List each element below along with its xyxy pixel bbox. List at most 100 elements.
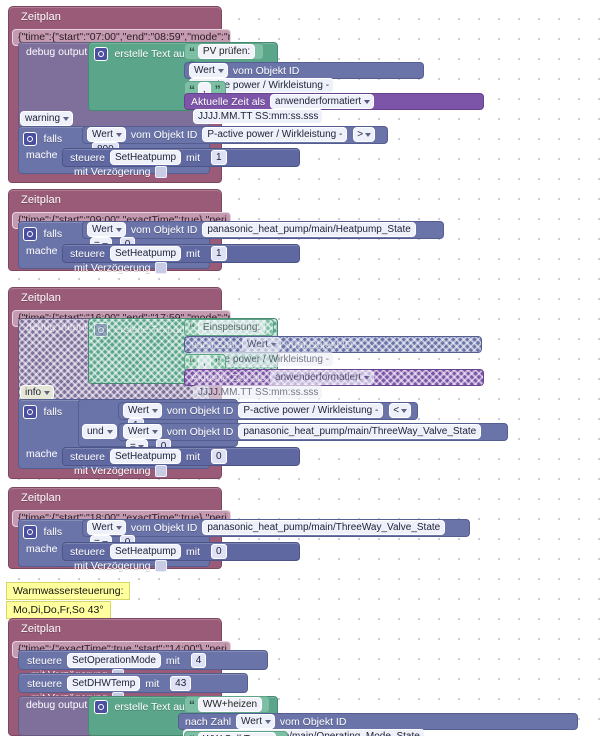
value-mode-dropdown-3[interactable]: Wert [242, 337, 281, 352]
action-value-4[interactable]: 0 [210, 544, 227, 559]
condition-object-id-4[interactable]: panasonic_heat_pump/main/ThreeWay_Valve_… [202, 520, 446, 535]
action-delay-label-4: mit Verzögerung [74, 560, 151, 573]
do-label-2: mache [26, 245, 58, 257]
debug-output-label-1: debug output [26, 46, 88, 58]
to-number-block-5[interactable]: nach Zahl Wert vom Objekt ID panasonic_h… [178, 713, 578, 736]
action-target-2[interactable]: SetHeatpump [109, 246, 182, 261]
action-value-5b[interactable]: 43 [170, 676, 192, 691]
gear-icon[interactable] [23, 131, 37, 146]
condition-operator-1[interactable]: > [353, 127, 376, 142]
condition-object-id-2[interactable]: panasonic_heat_pump/main/Heatpump_State [202, 222, 416, 237]
condition-mode-dropdown-3b[interactable]: Wert [123, 424, 162, 439]
action-target-4[interactable]: SetHeatpump [109, 544, 182, 559]
control-action-block-3[interactable]: steuere SetHeatpump mit 0 mit Verzögerun… [62, 447, 300, 478]
gear-icon[interactable] [23, 524, 37, 539]
control-action-block-4[interactable]: steuere SetHeatpump mit 0 mit Verzögerun… [62, 542, 300, 573]
action-target-5b[interactable]: SetDHWTemp [66, 676, 141, 691]
schedule-title: Zeitplan [21, 623, 61, 635]
checkbox-icon[interactable] [155, 166, 168, 179]
from-object-label-3: vom Objekt ID [285, 338, 353, 351]
current-time-block-3[interactable]: Aktuelle Zeit als anwenderformatiert JJJ… [184, 369, 484, 400]
current-time-label-3: Aktuelle Zeit als [191, 371, 266, 384]
action-target-5a[interactable]: SetOperationMode [66, 653, 161, 668]
schedule-title: Zeitplan [21, 194, 61, 206]
debug-severity-dropdown-1[interactable]: warning [20, 110, 74, 128]
create-text-header-3: erstelle Text aus [94, 321, 192, 339]
condition-prefix-3a: vom Objekt ID [166, 404, 234, 417]
comment-line-1[interactable]: Warmwassersteuerung: [6, 582, 131, 600]
logic-operator-3[interactable]: und [82, 423, 117, 441]
condition-mode-dropdown-1[interactable]: Wert [87, 127, 126, 142]
action-target-1[interactable]: SetHeatpump [109, 150, 182, 165]
to-number-label-3: nach Zahl [191, 338, 238, 351]
action-verb-5a: steuere [27, 654, 63, 667]
condition-prefix-3b: vom Objekt ID [166, 425, 234, 438]
to-number-label-5: nach Zahl [185, 715, 232, 728]
action-value-2[interactable]: 1 [210, 246, 227, 261]
string-block-einspeisung[interactable]: “ Einspeisung: ” [184, 319, 274, 349]
object-id-field-5[interactable]: panasonic_heat_pump/main/Operating_Mode_… [183, 729, 425, 736]
action-with-5b: mit [145, 677, 160, 690]
debug-output-label-3: debug output [26, 321, 88, 333]
quote-open-icon: “ [189, 82, 195, 97]
if-header-1: falls [23, 130, 64, 148]
string-block-ww-soll-temp[interactable]: “ WW Soll Temp: ” [184, 731, 288, 736]
string-block-ww-heizen[interactable]: “ WW+heizen ” [184, 696, 270, 726]
to-number-block-3[interactable]: nach Zahl Wert vom Objekt ID P-active po… [184, 336, 482, 367]
time-format-field-3[interactable]: JJJJ.MM.TT SS:mm:ss.sss [193, 385, 324, 400]
time-format-mode-dropdown-3[interactable]: anwenderformatiert [270, 370, 375, 385]
condition-block-2[interactable]: Wert vom Objekt ID panasonic_heat_pump/m… [82, 221, 444, 252]
if-label-4: falls [43, 525, 63, 538]
control-action-block-5b[interactable]: steuere SetDHWTemp mit 43 mit Verzögerun… [18, 673, 248, 705]
string-block-comma-3[interactable]: “ , ” [184, 354, 226, 371]
value-mode-dropdown-5[interactable]: Wert [236, 714, 275, 729]
checkbox-icon[interactable] [155, 560, 168, 573]
action-value-3[interactable]: 0 [210, 449, 227, 464]
condition-block-3b[interactable]: Wert vom Objekt ID panasonic_heat_pump/m… [118, 423, 508, 454]
condition-object-id-1[interactable]: P-active power / Wirkleistung - [202, 127, 348, 142]
condition-mode-dropdown-3a[interactable]: Wert [123, 403, 162, 418]
condition-object-id-3b[interactable]: panasonic_heat_pump/main/ThreeWay_Valve_… [238, 424, 482, 439]
action-value-5a[interactable]: 4 [190, 653, 207, 668]
string-value-ww-soll-temp[interactable]: WW Soll Temp: [197, 732, 277, 736]
action-value-1[interactable]: 1 [210, 150, 227, 165]
string-block-pv[interactable]: “ PV prüfen: ” [184, 43, 264, 73]
control-action-block-2[interactable]: steuere SetHeatpump mit 1 mit Verzögerun… [62, 244, 300, 275]
string-value-ww-heizen[interactable]: WW+heizen [197, 697, 263, 712]
comment-line-2[interactable]: Mo,Di,Do,Fr,So 43° [6, 601, 111, 619]
action-target-3[interactable]: SetHeatpump [109, 449, 182, 464]
string-value-pv[interactable]: PV prüfen: [197, 44, 256, 59]
create-text-header-1: erstelle Text aus [94, 45, 192, 63]
gear-icon[interactable] [94, 46, 108, 61]
create-text-label-5: erstelle Text aus [114, 700, 191, 713]
condition-block-4[interactable]: Wert vom Objekt ID panasonic_heat_pump/m… [82, 519, 470, 550]
action-with-2: mit [186, 247, 201, 260]
string-value-einspeisung[interactable]: Einspeisung: [197, 320, 266, 335]
condition-block-3a[interactable]: Wert vom Objekt ID P-active power / Wirk… [118, 402, 418, 433]
gear-icon[interactable] [94, 699, 108, 714]
action-verb-2: steuere [70, 247, 106, 260]
get-object-value-block-1[interactable]: Wert vom Objekt ID P-active power / Wirk… [184, 62, 424, 93]
current-time-block-1[interactable]: Aktuelle Zeit als anwenderformatiert JJJ… [184, 93, 484, 124]
control-action-block-5a[interactable]: steuere SetOperationMode mit 4 mit Verzö… [18, 650, 268, 682]
gear-icon[interactable] [23, 226, 37, 241]
time-format-mode-dropdown-1[interactable]: anwenderformatiert [270, 94, 375, 109]
condition-mode-dropdown-4[interactable]: Wert [87, 520, 126, 535]
gear-icon[interactable] [23, 404, 37, 419]
action-with-5a: mit [165, 654, 180, 667]
string-value-comma-3[interactable]: , [197, 355, 211, 370]
value-mode-dropdown-1[interactable]: Wert [189, 63, 228, 78]
condition-object-id-3a[interactable]: P-active power / Wirkleistung - [238, 403, 384, 418]
control-action-block-1[interactable]: steuere SetHeatpump mit 1 mit Verzögerun… [62, 148, 300, 179]
time-format-field-1[interactable]: JJJJ.MM.TT SS:mm:ss.sss [193, 109, 324, 124]
condition-block-1[interactable]: Wert vom Objekt ID P-active power / Wirk… [82, 126, 388, 157]
quote-close-icon: ” [214, 82, 221, 97]
gear-icon[interactable] [94, 322, 108, 337]
checkbox-icon[interactable] [155, 262, 168, 275]
action-verb-3: steuere [70, 450, 106, 463]
quote-open-icon: “ [189, 320, 195, 335]
checkbox-icon[interactable] [155, 465, 168, 478]
condition-operator-3a[interactable]: < [389, 403, 412, 418]
condition-mode-dropdown-2[interactable]: Wert [87, 222, 126, 237]
